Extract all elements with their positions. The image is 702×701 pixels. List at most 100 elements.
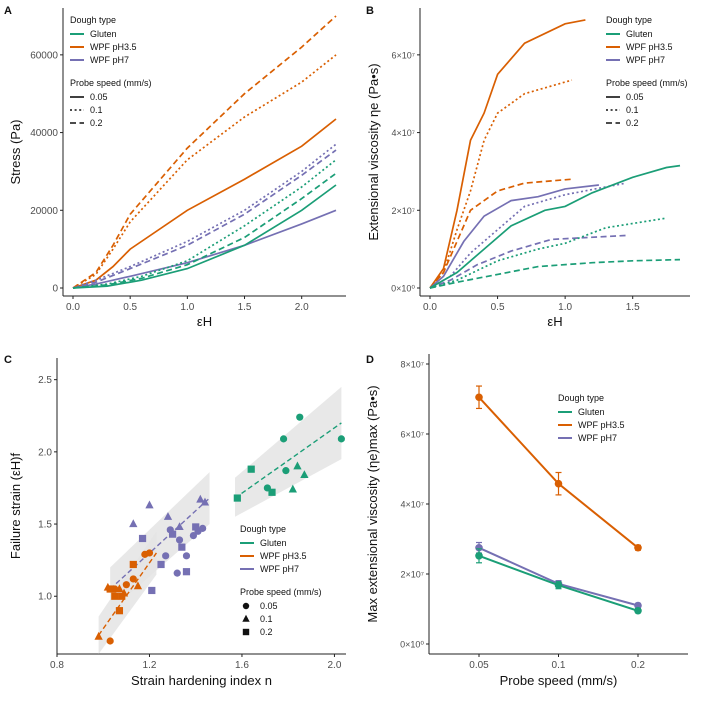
series-line-wpf-ph7 (478, 546, 639, 607)
legend-label: WPF pH7 (626, 55, 665, 65)
panel-D: D 0.05 0.1 0.2 0×10⁰ 2×10⁷ 4×10⁷ 6×10⁷ 8×10⁷ Prob… (365, 354, 688, 688)
x-axis-label: εH (547, 314, 562, 329)
data-point (162, 552, 170, 560)
y-tick-label: 20000 (30, 206, 58, 217)
x-tick-label: 0.5 (491, 302, 505, 313)
panel-B: B 0.0 0.5 1.0 1.5 0×10⁰ 2×10⁷ 4×10⁷ 6×10⁷ εH Exten… (366, 5, 690, 329)
y-axis-label: Extensional viscosity ηe (Pa•s) (366, 63, 381, 240)
x-tick-label: 0.5 (123, 302, 137, 313)
legend-label: Gluten (626, 29, 653, 39)
y-axis-label: Failure strain (εH)f (8, 453, 23, 560)
x-axis-label: Probe speed (mm/s) (500, 673, 618, 688)
series-line-gluten-0.1 (429, 217, 667, 289)
series-line-wpf-ph3.5-0.2 (72, 15, 337, 289)
y-tick-label: 0×10⁰ (400, 640, 424, 650)
legend-key-shape-0.1 (242, 614, 250, 622)
series-line-gluten-0.05 (72, 184, 337, 289)
legend-label: WPF pH7 (90, 55, 129, 65)
legend-label: 0.05 (90, 92, 108, 102)
x-tick-label: 1.6 (235, 660, 249, 671)
legend-title: Probe speed (mm/s) (240, 587, 322, 597)
x-tick-label: 0.0 (66, 302, 80, 313)
data-point (189, 532, 198, 540)
data-point (554, 479, 563, 488)
legend-label: WPF pH3.5 (626, 42, 673, 52)
y-tick-label: 60000 (30, 50, 58, 61)
series-line-wpf-ph3.5-0.1 (72, 54, 337, 289)
data-point (300, 470, 309, 479)
y-tick-label: 2.0 (38, 447, 52, 458)
series-line-wpf-ph3.5-0.1 (429, 79, 573, 289)
legend-label: 0.05 (260, 601, 278, 611)
data-point (634, 606, 642, 615)
x-tick-label: 1.2 (143, 660, 157, 671)
x-tick-label: 0.2 (631, 660, 645, 671)
data-point (554, 581, 563, 589)
y-tick-label: 0 (52, 284, 58, 295)
data-point (115, 607, 124, 615)
data-point (106, 585, 114, 593)
series-line-gluten-0.05 (429, 164, 681, 289)
data-point (199, 524, 207, 532)
data-point (145, 549, 154, 557)
data-point (182, 552, 191, 560)
data-point (178, 543, 186, 551)
series-line-wpf-ph7-0.2 (72, 149, 337, 289)
x-tick-label: 0.0 (423, 302, 437, 313)
data-point (163, 512, 173, 520)
x-tick-label: 0.05 (469, 660, 489, 671)
data-point (475, 552, 483, 560)
x-tick-label: 1.5 (238, 302, 252, 313)
legend-title: Dough type (558, 393, 604, 403)
data-point (288, 484, 297, 493)
x-tick-label: 1.0 (180, 302, 194, 313)
legend-title: Dough type (606, 15, 652, 25)
data-point (475, 543, 483, 552)
y-tick-label: 4×10⁷ (400, 500, 424, 510)
data-point (129, 560, 137, 569)
data-point (337, 435, 345, 443)
series-line-gluten-0.2 (72, 172, 337, 289)
y-tick-label: 2×10⁷ (391, 206, 415, 216)
data-point (169, 530, 177, 538)
x-tick-label: 0.8 (50, 660, 64, 671)
data-point (115, 584, 124, 593)
data-point (106, 637, 114, 645)
data-point (175, 522, 184, 531)
y-axis-label: Stress (Pa) (8, 119, 23, 184)
legend-label: Gluten (260, 538, 287, 548)
legend-label: WPF pH3.5 (578, 420, 625, 430)
legend-title: Dough type (240, 524, 286, 534)
data-point (118, 592, 126, 600)
data-point (138, 534, 147, 543)
legend-label: WPF pH3.5 (90, 42, 137, 52)
data-point (634, 543, 642, 552)
x-tick-label: 1.0 (558, 302, 572, 313)
data-point (192, 523, 200, 531)
series-line-wpf-ph7-0.05 (429, 184, 599, 289)
x-tick-label: 2.0 (295, 302, 309, 313)
series-line-wpf-ph7-0.05 (72, 209, 337, 289)
panel-label: A (4, 5, 12, 17)
legend-key-shape-0.05 (242, 602, 250, 610)
x-tick-label: 0.1 (552, 660, 566, 671)
panel-label: C (4, 354, 12, 366)
data-point (282, 467, 290, 475)
x-axis-label: Strain hardening index n (131, 673, 272, 688)
legend-label: 0.2 (626, 118, 639, 128)
data-point (129, 519, 138, 528)
legend-label: WPF pH7 (578, 433, 617, 443)
data-point (173, 569, 181, 577)
data-point (200, 497, 210, 506)
y-tick-label: 6×10⁷ (400, 430, 424, 440)
y-tick-label: 1.0 (38, 592, 52, 603)
legend-label: WPF pH7 (260, 564, 299, 574)
panel-label: B (366, 5, 374, 17)
data-point (233, 494, 241, 502)
y-tick-label: 0×10⁰ (391, 284, 415, 294)
legend-label: WPF pH3.5 (260, 551, 307, 561)
legend-label: 0.1 (260, 614, 273, 624)
legend-key-shape-0.2 (242, 628, 250, 636)
data-point (133, 581, 143, 590)
fit-line-gluten (234, 422, 342, 499)
